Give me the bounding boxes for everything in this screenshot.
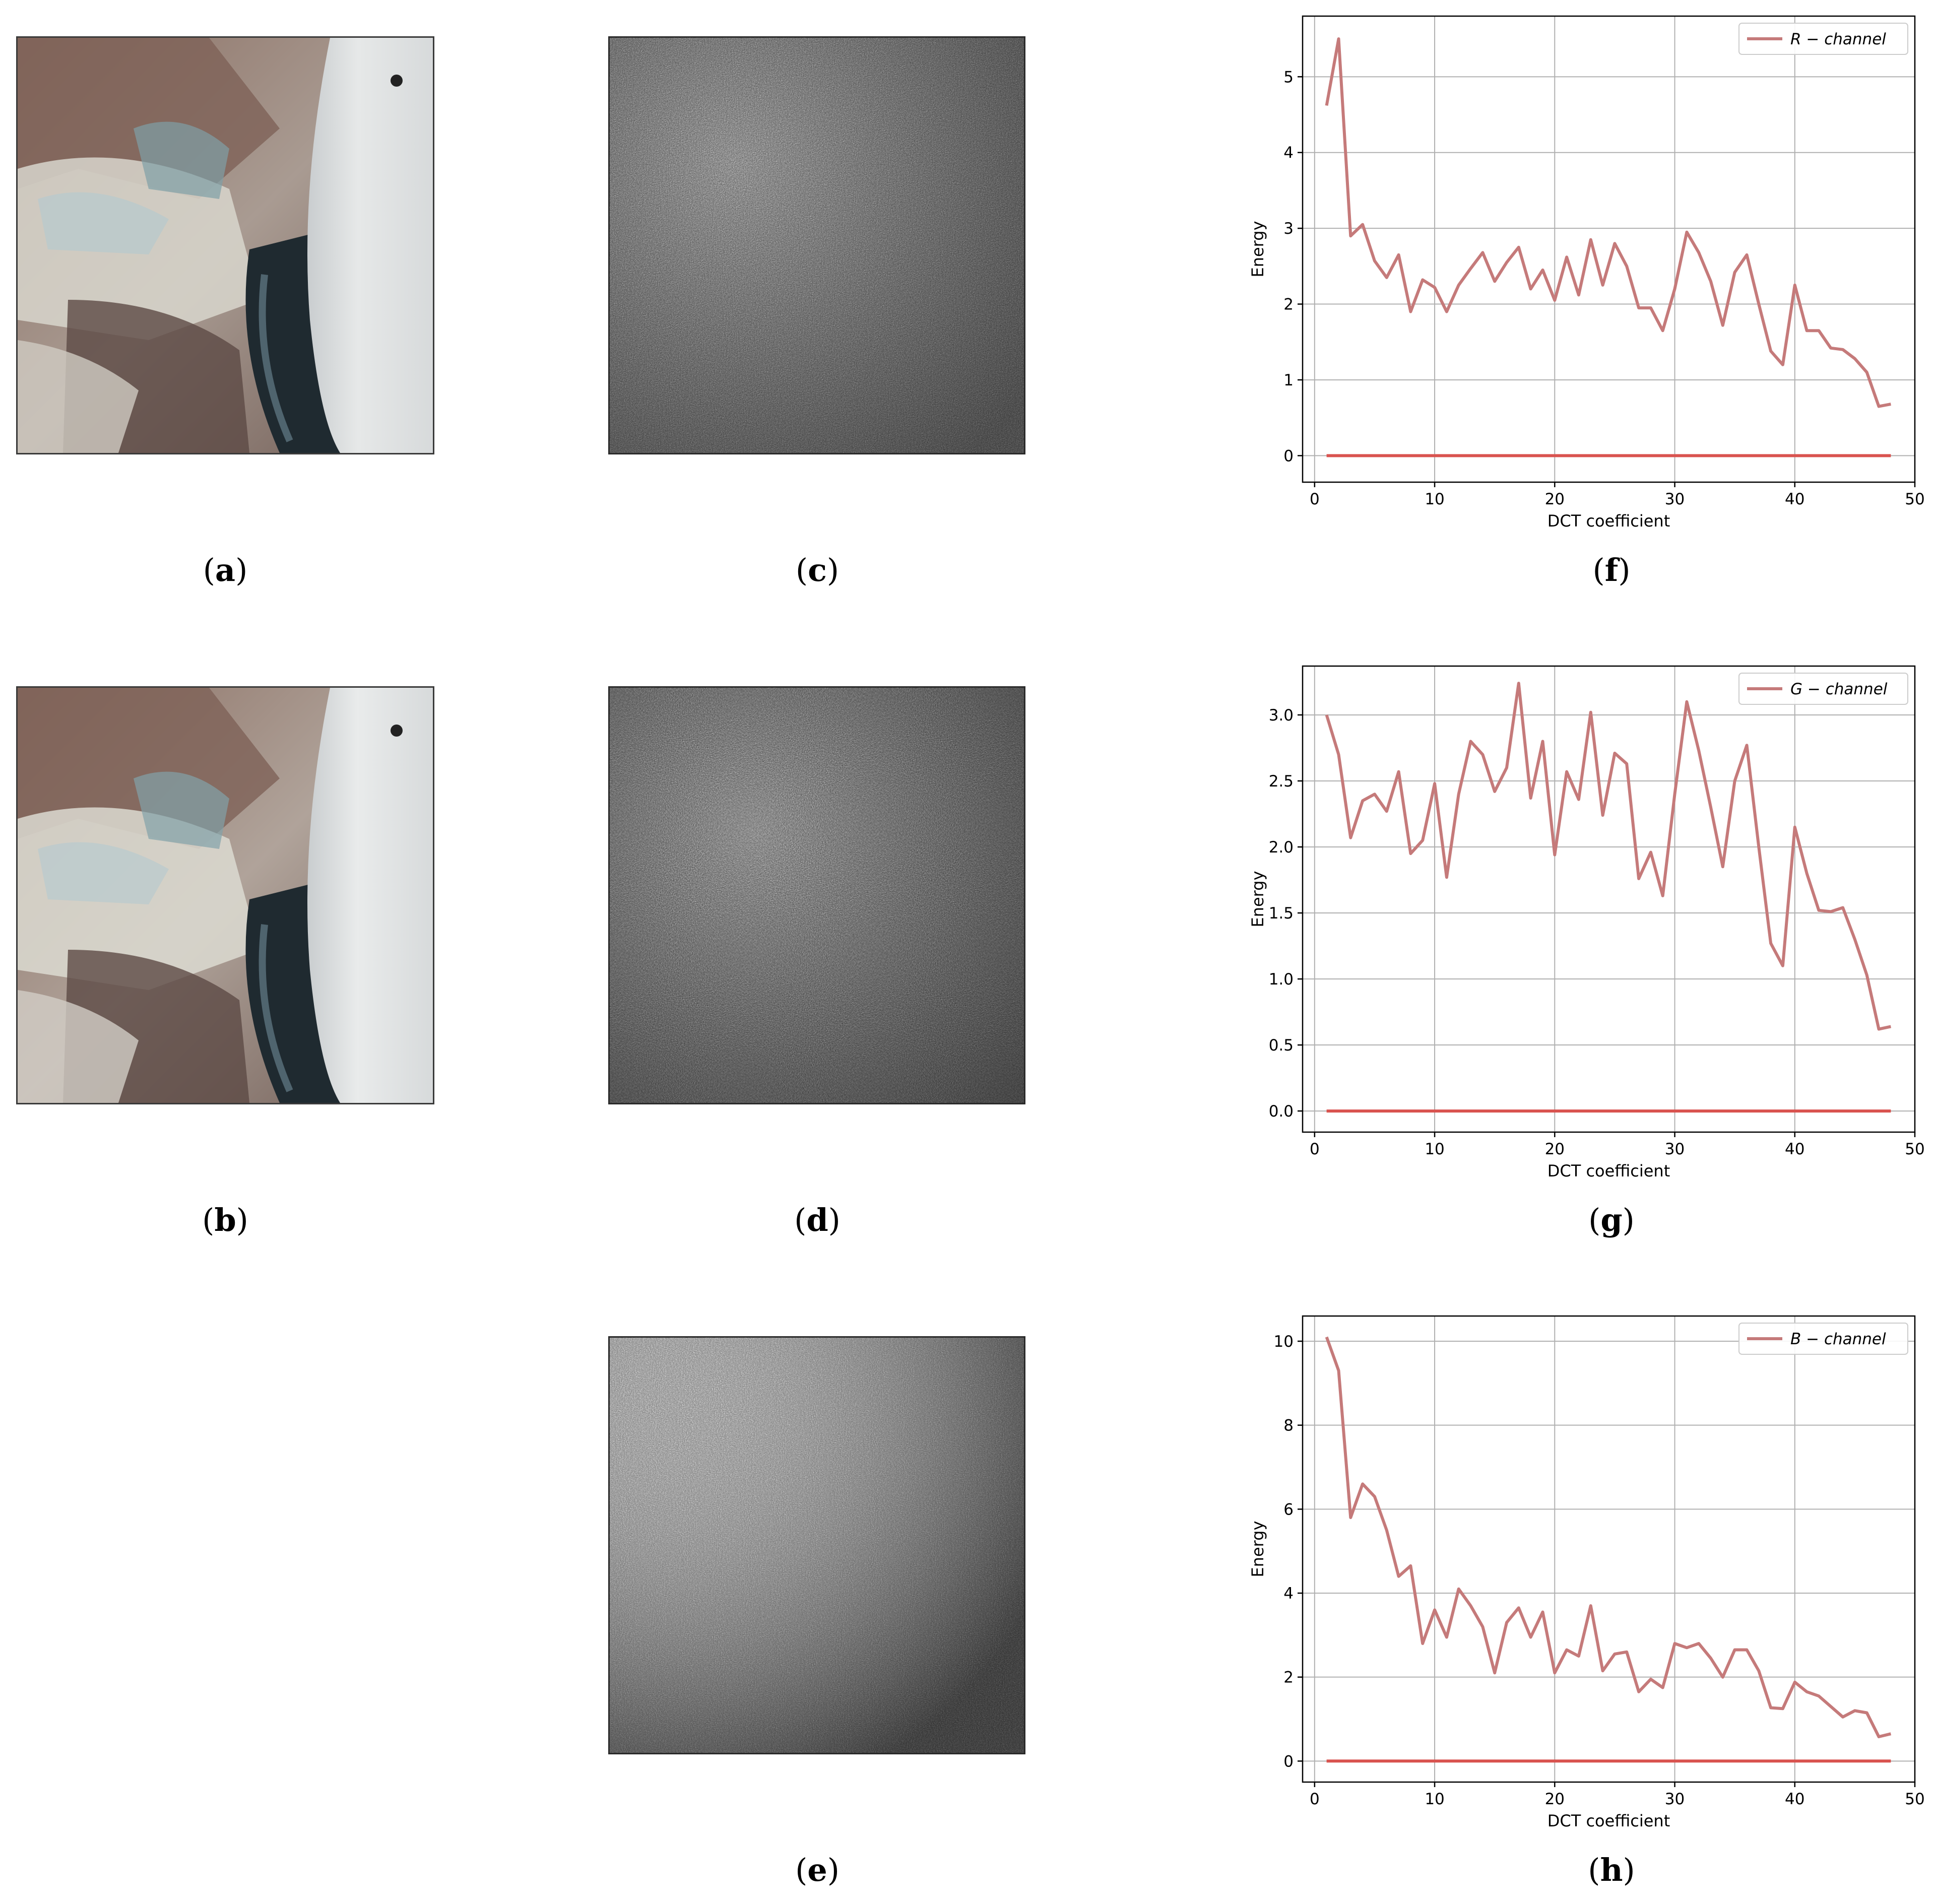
y-tick-label: 1.0 [1269, 970, 1294, 989]
y-tick-label: 10 [1274, 1333, 1294, 1351]
x-tick-label: 20 [1545, 1790, 1565, 1808]
noise-texture-d [610, 688, 1024, 1103]
y-tick-label: 0.0 [1269, 1102, 1294, 1121]
x-tick-label: 50 [1905, 1140, 1924, 1158]
axes-frame [1302, 1315, 1916, 1783]
x-tick-label: 0 [1310, 1790, 1320, 1808]
axes-frame [1302, 15, 1916, 483]
series-line-h [1325, 1336, 1892, 1738]
x-axis-label: DCT coefficient [1547, 1161, 1670, 1180]
x-axis-label: DCT coefficient [1547, 511, 1670, 531]
y-tick-label: 8 [1283, 1417, 1294, 1435]
noise-map-d [610, 688, 1024, 1103]
y-tick-label: 2 [1283, 296, 1294, 314]
energy-plot-g: 0 10 20 30 40 50 0.0 0.5 1.0 1.5 2.0 2.5 3.0 DCT coef… [1248, 665, 1925, 1180]
legend-box [1738, 673, 1908, 705]
penguin-photo-a [18, 38, 433, 453]
y-axis-label: Energy [1250, 221, 1267, 277]
series-line-f [1325, 37, 1891, 408]
y-tick-label: 2.0 [1269, 838, 1294, 857]
y-tick-label: 1.5 [1269, 904, 1294, 923]
y-tick-label: 0.5 [1269, 1036, 1294, 1055]
energy-plot-h: 0 10 20 30 40 50 0 2 4 6 8 10 DCT coefficient Energy B… [1248, 1315, 1925, 1830]
caption-d: (d) [794, 1202, 841, 1238]
x-tick-label: 40 [1785, 490, 1804, 508]
x-tick-label: 0 [1310, 490, 1320, 508]
x-tick-label: 40 [1785, 1790, 1804, 1808]
caption-e: (e) [795, 1852, 840, 1888]
x-tick-label: 0 [1310, 1140, 1320, 1158]
legend-box [1738, 1323, 1908, 1355]
x-tick-label: 20 [1545, 490, 1565, 508]
x-tick-label: 10 [1425, 1140, 1444, 1158]
y-tick-label: 1 [1283, 371, 1294, 389]
noise-texture-c [610, 38, 1024, 453]
x-tick-label: 50 [1905, 1790, 1924, 1808]
y-tick-label: 0 [1283, 1752, 1294, 1770]
photo-a [18, 38, 433, 453]
legend-box [1738, 23, 1908, 55]
y-tick-label: 4 [1283, 1585, 1294, 1603]
caption-c: (c) [795, 552, 840, 588]
series-line-g [1325, 682, 1892, 1031]
y-tick-label: 5 [1283, 68, 1294, 86]
y-tick-label: 0 [1283, 447, 1294, 465]
y-tick-label: 3 [1283, 220, 1294, 238]
y-tick-label: 4 [1283, 144, 1294, 162]
y-tick-label: 3.0 [1269, 706, 1294, 725]
legend-label: B − channel [1790, 1330, 1886, 1348]
caption-h: (h) [1588, 1852, 1635, 1888]
x-tick-label: 30 [1665, 1790, 1685, 1808]
penguin-photo-b [18, 688, 433, 1103]
caption-b: (b) [202, 1202, 248, 1238]
noise-map-c [610, 38, 1024, 453]
x-tick-label: 40 [1785, 1140, 1804, 1158]
x-tick-label: 30 [1665, 490, 1685, 508]
y-axis-label: Energy [1248, 1521, 1267, 1577]
legend-label: G − channel [1790, 680, 1888, 698]
photo-b [18, 688, 433, 1103]
legend-label: R − channel [1790, 30, 1886, 48]
axes-frame [1302, 665, 1916, 1133]
caption-a: (a) [203, 552, 248, 588]
y-tick-label: 2.5 [1269, 772, 1294, 791]
x-tick-label: 10 [1425, 1790, 1444, 1808]
x-tick-label: 50 [1905, 490, 1924, 508]
y-tick-label: 2 [1283, 1669, 1294, 1687]
x-tick-label: 30 [1665, 1140, 1685, 1158]
noise-texture-e [610, 1338, 1024, 1753]
caption-f: (f) [1592, 552, 1631, 588]
x-axis-label: DCT coefficient [1547, 1811, 1670, 1830]
x-tick-label: 20 [1545, 1140, 1565, 1158]
y-tick-label: 6 [1283, 1500, 1294, 1519]
energy-plot-f: 0 10 20 30 40 50 0 1 2 3 4 5 DCT coefficient Energy R … [1250, 15, 1925, 531]
y-axis-label: Energy [1248, 871, 1267, 927]
noise-map-e [610, 1338, 1024, 1753]
caption-g: (g) [1588, 1202, 1635, 1238]
x-tick-label: 10 [1425, 490, 1444, 508]
